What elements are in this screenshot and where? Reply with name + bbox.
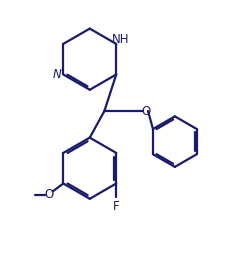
Text: O: O bbox=[45, 188, 54, 201]
Text: F: F bbox=[113, 200, 120, 213]
Text: O: O bbox=[142, 105, 151, 118]
Text: NH: NH bbox=[112, 34, 130, 46]
Text: N: N bbox=[53, 68, 62, 81]
